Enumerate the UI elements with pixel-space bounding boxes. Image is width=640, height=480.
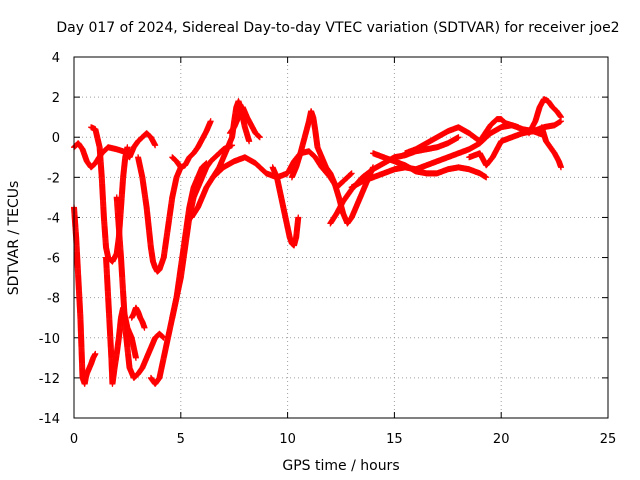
data-point [207, 118, 214, 125]
sat-track-20 [466, 128, 547, 169]
y-axis-ticks: -14 -12 -10 -8 -6 -4 -2 0 2 4 [39, 51, 608, 427]
sat-track-19 [402, 116, 522, 157]
x-tick-label: 0 [70, 432, 78, 447]
sat-track-21 [525, 96, 565, 137]
x-tick-label: 20 [493, 432, 510, 447]
x-tick-label: 5 [177, 432, 185, 447]
data-point [483, 174, 490, 181]
data-point [348, 170, 355, 177]
data-point [246, 138, 253, 145]
sat-track-6 [128, 304, 148, 331]
sat-track-22 [538, 124, 565, 171]
sat-track-10 [169, 118, 214, 171]
sat-track-14 [269, 164, 302, 249]
data-point [124, 144, 131, 151]
data-point [295, 214, 302, 221]
data-point [92, 350, 99, 357]
sat-track-1 [71, 130, 159, 171]
data-point [141, 324, 148, 331]
y-tick-label: -2 [47, 171, 60, 186]
y-tick-label: -6 [47, 252, 60, 267]
y-tick-label: -12 [39, 372, 60, 387]
y-tick-label: -14 [39, 412, 60, 427]
chart-title: Day 017 of 2024, Sidereal Day-to-day VTE… [56, 20, 619, 36]
y-axis-label: SDTVAR / TECUs [6, 181, 22, 296]
data-points [71, 96, 565, 387]
data-point [515, 124, 522, 131]
sat-track-5 [113, 194, 167, 381]
sat-track-2 [71, 204, 99, 387]
sat-track-9 [169, 142, 236, 321]
sat-track-7 [135, 154, 184, 275]
x-tick-label: 10 [279, 432, 296, 447]
y-tick-label: 2 [52, 91, 60, 106]
grid-lines [74, 57, 608, 418]
data-point [132, 354, 139, 361]
y-tick-label: -8 [47, 292, 60, 307]
x-tick-label: 25 [600, 432, 617, 447]
x-axis-label: GPS time / hours [282, 458, 399, 474]
data-point [455, 134, 462, 141]
y-tick-label: -4 [47, 211, 60, 226]
sat-track-13 [226, 104, 263, 141]
data-point [256, 134, 263, 141]
x-tick-label: 15 [386, 432, 403, 447]
data-point [558, 114, 565, 121]
sat-track-18 [370, 150, 490, 181]
sat-track-15 [288, 108, 377, 227]
y-tick-label: -10 [39, 332, 60, 347]
data-point [152, 142, 159, 149]
data-point [558, 164, 565, 171]
y-tick-label: 0 [52, 131, 60, 146]
plot-frame [73, 56, 609, 419]
sat-track-16 [327, 134, 462, 227]
y-tick-label: 4 [52, 51, 60, 66]
